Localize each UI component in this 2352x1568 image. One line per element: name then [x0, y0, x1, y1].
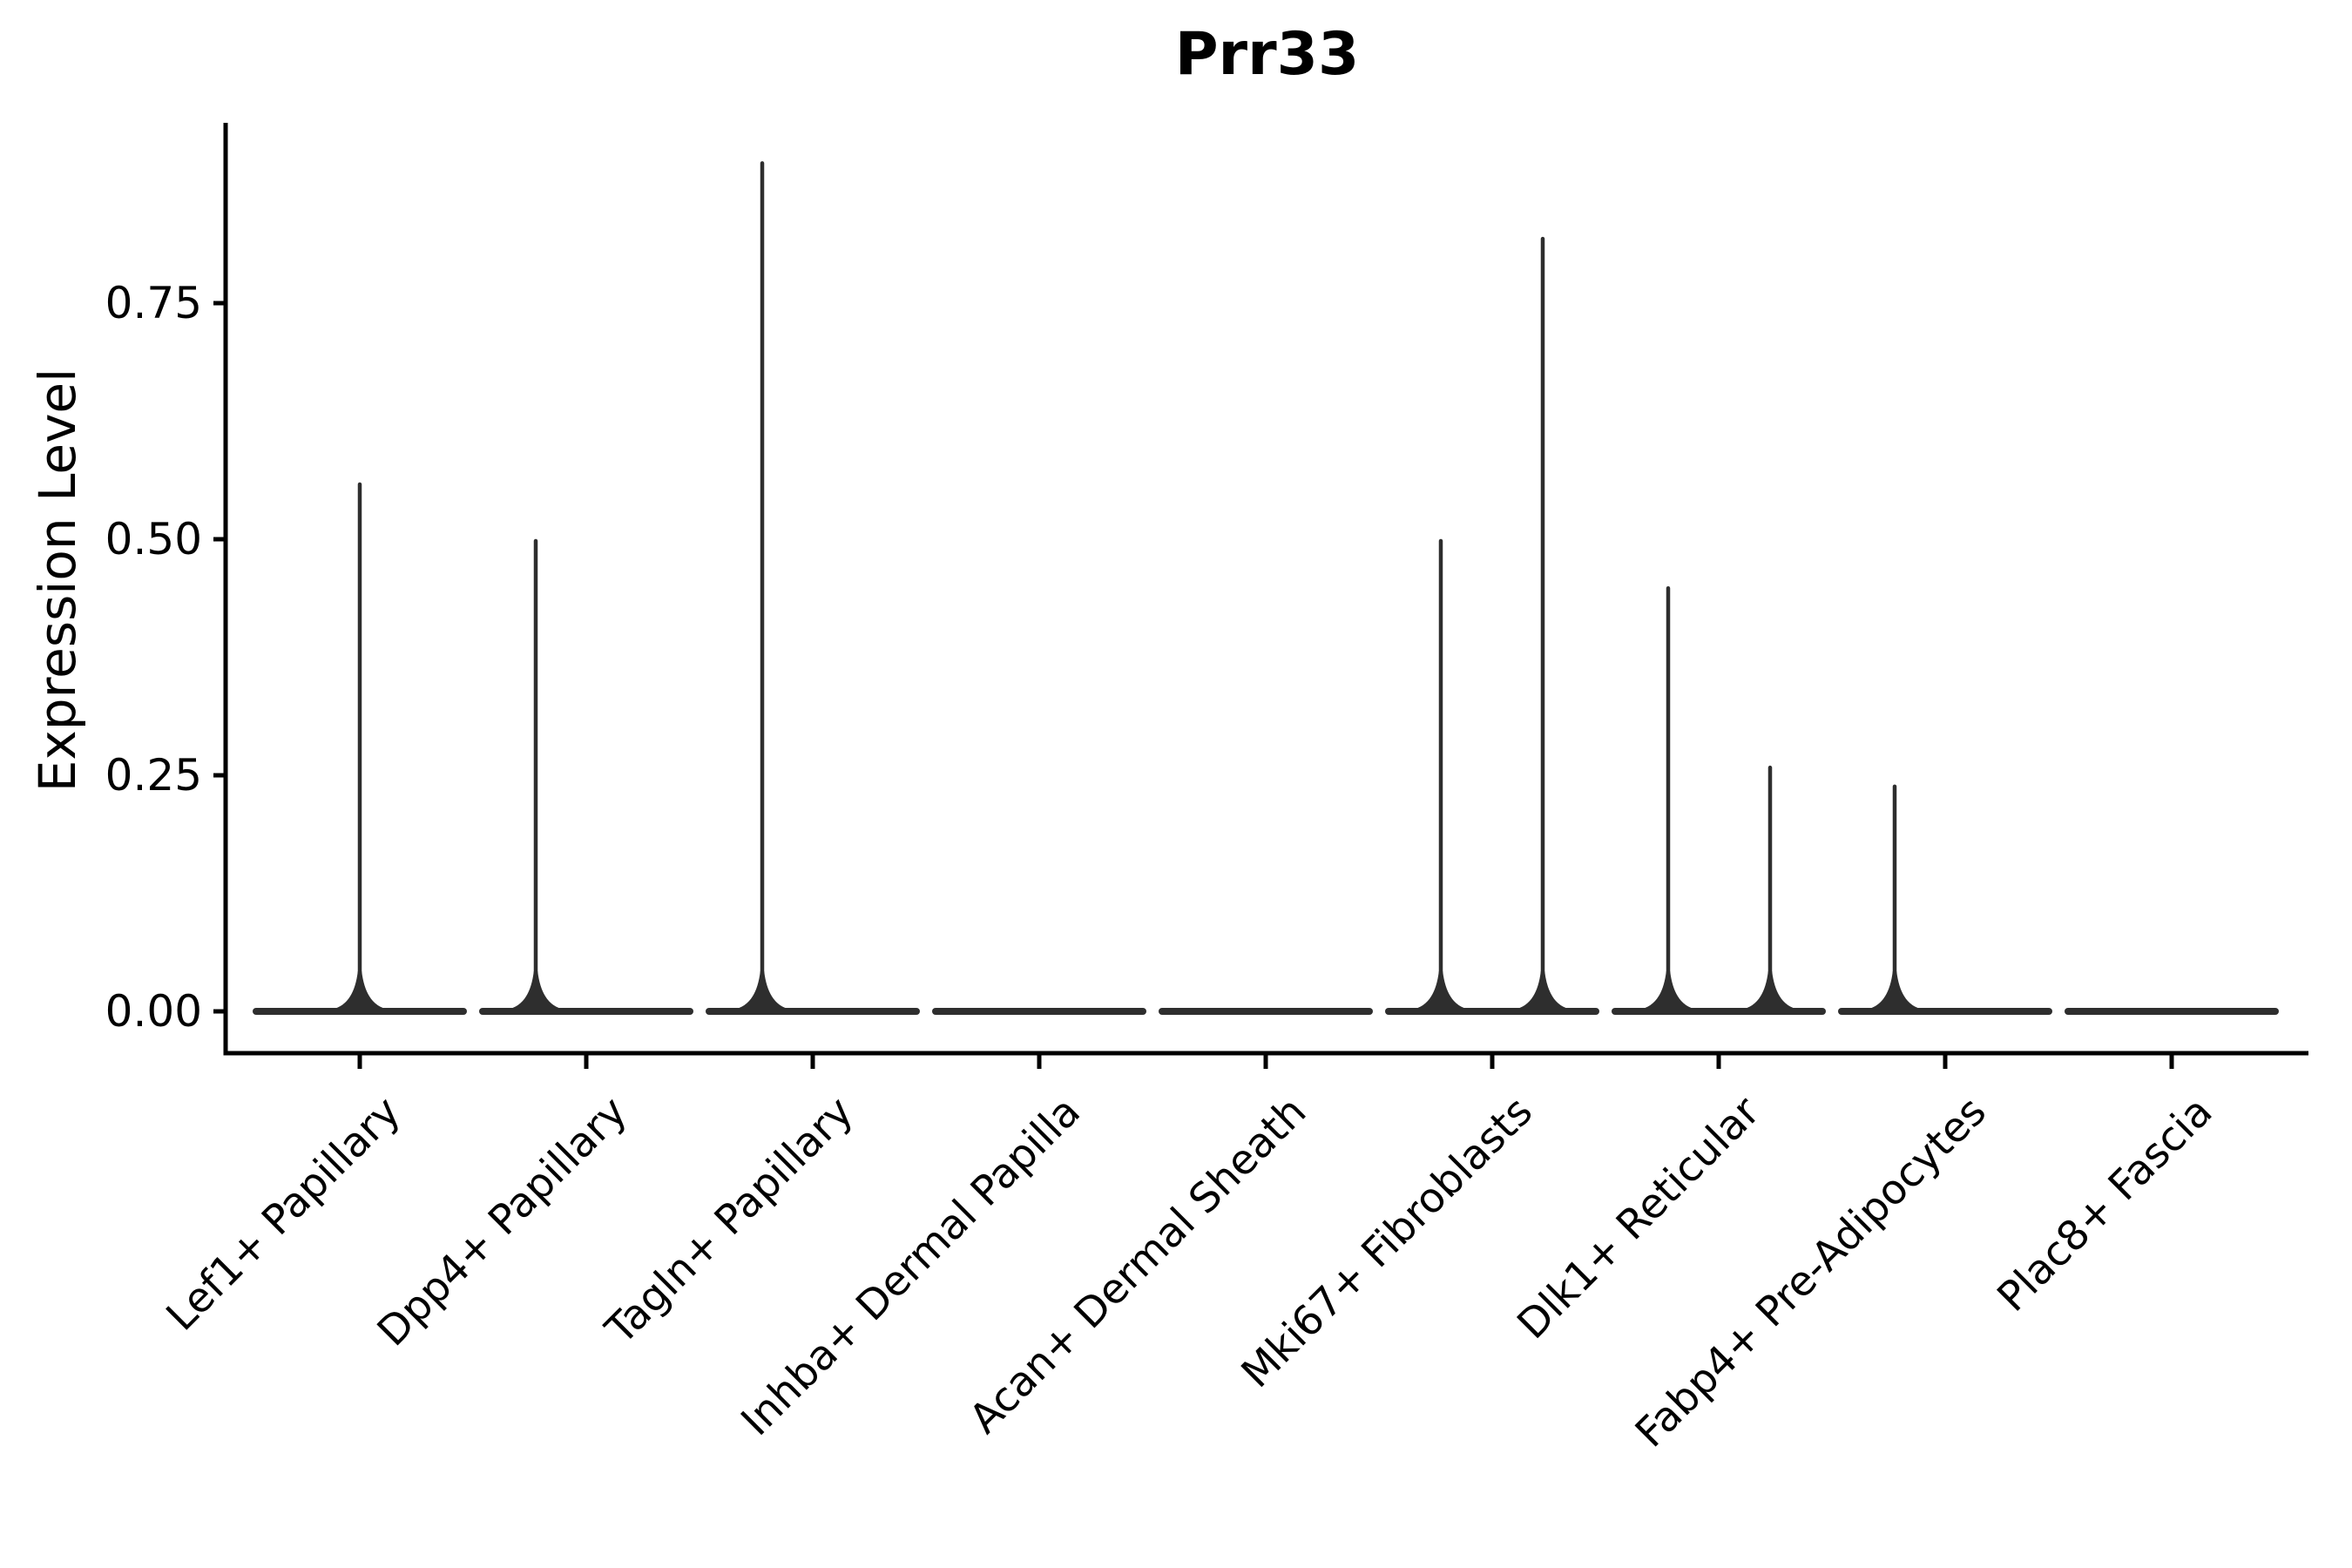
chart-title: Prr33 — [1174, 20, 1360, 89]
y-tick-label: 0.00 — [105, 986, 202, 1037]
y-tick-label: 0.25 — [105, 750, 202, 801]
y-axis-title: Expression Level — [28, 368, 87, 793]
y-tick-label: 0.75 — [105, 278, 202, 328]
y-tick-label: 0.50 — [105, 514, 202, 564]
